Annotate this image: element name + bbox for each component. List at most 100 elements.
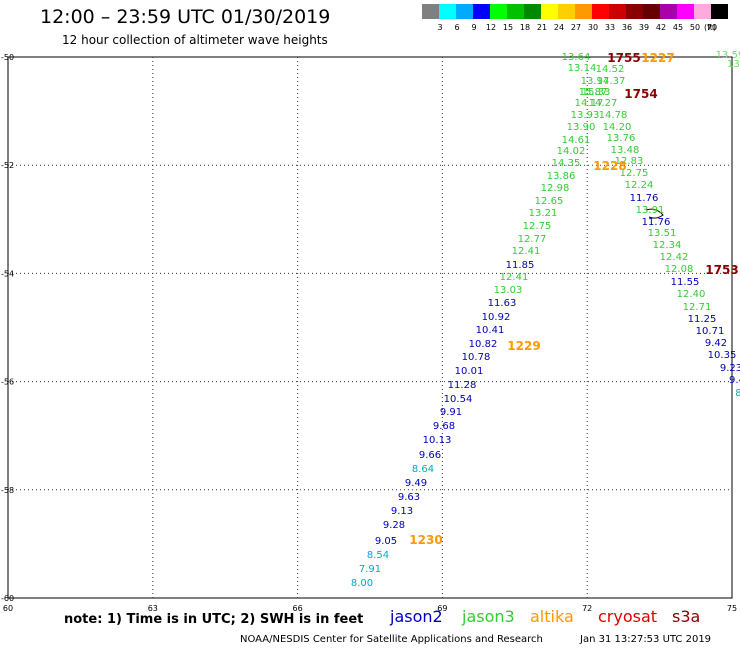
swh-label: 11.76 [630, 193, 659, 204]
lat-tick-label: -60 [1, 594, 14, 603]
swh-label: 10.13 [423, 435, 452, 446]
swh-label: 12.77 [518, 234, 547, 245]
legend-swatch [524, 4, 541, 19]
legend-label: 9 [471, 23, 477, 32]
swh-label: 14.35 [552, 158, 581, 169]
legend-swatch [456, 4, 473, 19]
legend-swatch [592, 4, 609, 19]
swh-label: 11.25 [688, 314, 717, 325]
legend-label: 24 [553, 23, 565, 32]
legend-unit: (ft) [704, 23, 717, 32]
time-label: 1227 [641, 51, 674, 65]
swh-label: 12.34 [653, 240, 682, 251]
time-label: 1229 [507, 339, 540, 353]
swh-label: 13.91 [636, 205, 665, 216]
satellite-name: cryosat [598, 607, 658, 626]
swh-label: 9.13 [391, 506, 413, 517]
swh-label: 8.00 [351, 578, 373, 589]
legend-swatch [473, 4, 490, 19]
lon-tick-label: 60 [3, 604, 13, 613]
swh-label: 9.68 [433, 421, 455, 432]
legend-label: 27 [570, 23, 582, 32]
swh-label: 11.63 [488, 298, 517, 309]
swh-label: 7.91 [359, 564, 381, 575]
lon-tick-label: 72 [582, 604, 592, 613]
legend-label: 21 [536, 23, 548, 32]
lat-tick-label: -54 [1, 269, 14, 278]
swh-label: 12.08 [665, 264, 694, 275]
legend-swatch [507, 4, 524, 19]
legend-swatch [643, 4, 660, 19]
plot-frame [7, 56, 733, 599]
lat-tick-label: -58 [1, 486, 14, 495]
legend-swatch [422, 4, 439, 19]
satellite-name: jason3 [462, 607, 515, 626]
time-label: 1228 [593, 159, 626, 173]
lat-tick-label: -52 [1, 161, 14, 170]
map-subtitle: 12 hour collection of altimeter wave hei… [62, 33, 328, 47]
swh-label: 13.51 [648, 228, 677, 239]
swh-label: 9.63 [398, 492, 420, 503]
swh-label: 9.91 [440, 407, 462, 418]
swh-label: 15.87 [579, 87, 608, 98]
swh-label: 12.41 [500, 272, 529, 283]
track-marker [645, 208, 664, 219]
swh-label: 13.76 [607, 133, 636, 144]
timestamp-text: Jan 31 13:27:53 UTC 2019 [580, 634, 712, 645]
swh-label: 9.49 [405, 478, 427, 489]
swh-label: 14.52 [596, 64, 625, 75]
lon-tick-label: 63 [148, 604, 158, 613]
swh-label: 9.05 [375, 536, 397, 547]
swh-label: 13.64 [562, 52, 591, 63]
swh-label: 10.92 [482, 312, 511, 323]
swh-label: 14.17 [575, 98, 604, 109]
swh-label: 14.37 [597, 76, 626, 87]
swh-label: 8.64 [412, 464, 434, 475]
swh-label: 10.01 [455, 366, 484, 377]
swh-label: 10.71 [696, 326, 725, 337]
legend-swatch [626, 4, 643, 19]
legend-label: 50 [689, 23, 701, 32]
swh-label: 13.48 [611, 145, 640, 156]
swh-label: 10.35 [708, 350, 737, 361]
swh-label: 10.78 [462, 352, 491, 363]
map-title: 12:00 – 23:59 UTC 01/30/2019 [40, 6, 331, 28]
legend-swatch [439, 4, 456, 19]
swh-label: 13.86 [547, 171, 576, 182]
swh-label: 11.55 [671, 277, 700, 288]
legend-swatch [694, 4, 711, 19]
swh-label: 9.66 [419, 450, 441, 461]
satellite-name: jason2 [390, 607, 443, 626]
swh-label: 12.83 [615, 156, 644, 167]
swh-label: 13.14 [568, 63, 597, 74]
legend-swatch [711, 4, 728, 19]
color-legend: (ft) 3 6 9 12 15 18 21 24 27 30 33 36 39 42 45 50 70 [422, 4, 728, 34]
swh-label: 10.41 [476, 325, 505, 336]
lat-tick-label: -50 [1, 53, 14, 62]
swh-label: 14.61 [562, 135, 591, 146]
legend-swatch [609, 4, 626, 19]
swh-label: 8.54 [367, 550, 389, 561]
swh-label: 12.75 [620, 168, 649, 179]
swh-label: 12.40 [677, 289, 706, 300]
swh-label: 12.71 [683, 302, 712, 313]
legend-label: 33 [604, 23, 616, 32]
legend-label: 12 [485, 23, 497, 32]
swh-label: 12.41 [512, 246, 541, 257]
swh-label: 13.97 [581, 76, 610, 87]
legend-label: 42 [655, 23, 667, 32]
legend-label: 6 [454, 23, 460, 32]
lon-tick-label: 75 [727, 604, 737, 613]
swh-label: 13.59 [716, 50, 740, 61]
swh-label: 14.20 [603, 122, 632, 133]
swh-label: 12.98 [541, 183, 570, 194]
swh-label: 9.42 [705, 338, 727, 349]
legend-swatch [541, 4, 558, 19]
swh-label: 13.03 [494, 285, 523, 296]
swh-label: 9.23 [720, 363, 740, 374]
legend-label: 15 [502, 23, 514, 32]
swh-label: 13.93 [571, 110, 600, 121]
swh-label: 12.65 [535, 196, 564, 207]
note-text: note: 1) Time is in UTC; 2) SWH is in fe… [64, 612, 364, 627]
